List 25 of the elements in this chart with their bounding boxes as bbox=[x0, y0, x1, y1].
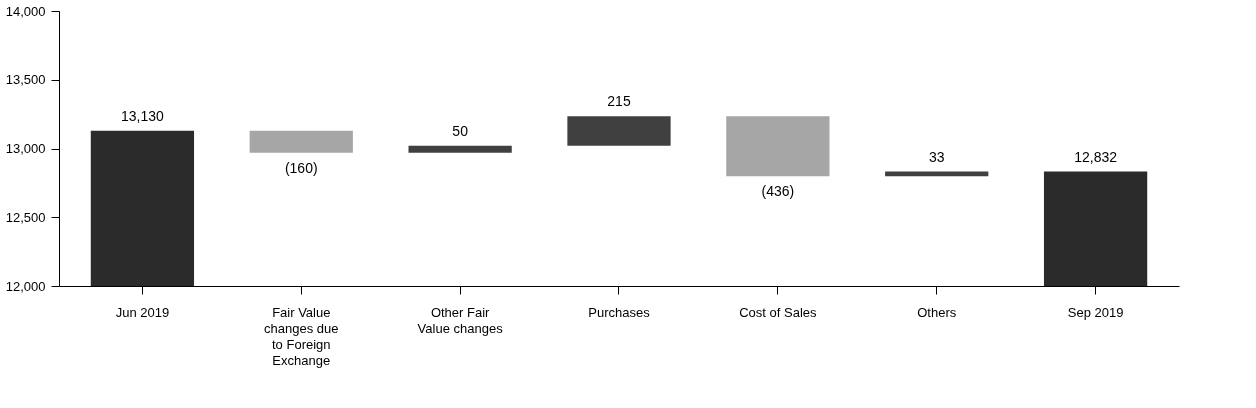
y-tick-label: 12,500 bbox=[5, 209, 46, 225]
data-label: 12,832 bbox=[1074, 148, 1118, 165]
data-label: (436) bbox=[761, 183, 795, 200]
x-tick-label: Sep 2019 bbox=[1067, 304, 1124, 320]
data-label: 13,130 bbox=[120, 107, 165, 124]
bar bbox=[726, 116, 830, 177]
bar bbox=[1043, 171, 1148, 286]
y-tick-label: 13,000 bbox=[5, 141, 46, 156]
bar bbox=[567, 116, 671, 146]
x-tick-label: Others bbox=[917, 304, 957, 320]
data-label: 50 bbox=[452, 122, 469, 139]
data-label: (160) bbox=[284, 159, 318, 176]
x-tick-label: Other Fair Value changes bbox=[417, 304, 504, 336]
bar bbox=[90, 130, 195, 286]
bar bbox=[408, 145, 512, 153]
x-tick-label: Cost of Sales bbox=[739, 304, 818, 320]
y-tick-label: 14,000 bbox=[5, 3, 46, 19]
y-tick-label: 12,000 bbox=[5, 278, 46, 294]
x-tick-label: Fair Value changes due to Foreign Exchange bbox=[264, 304, 339, 368]
data-label: 215 bbox=[607, 93, 631, 110]
x-tick-label: Purchases bbox=[588, 304, 651, 320]
bar bbox=[249, 130, 353, 153]
data-label: 33 bbox=[928, 148, 945, 165]
x-tick-label: Jun 2019 bbox=[115, 304, 170, 320]
y-tick-label: 13,500 bbox=[5, 72, 46, 88]
